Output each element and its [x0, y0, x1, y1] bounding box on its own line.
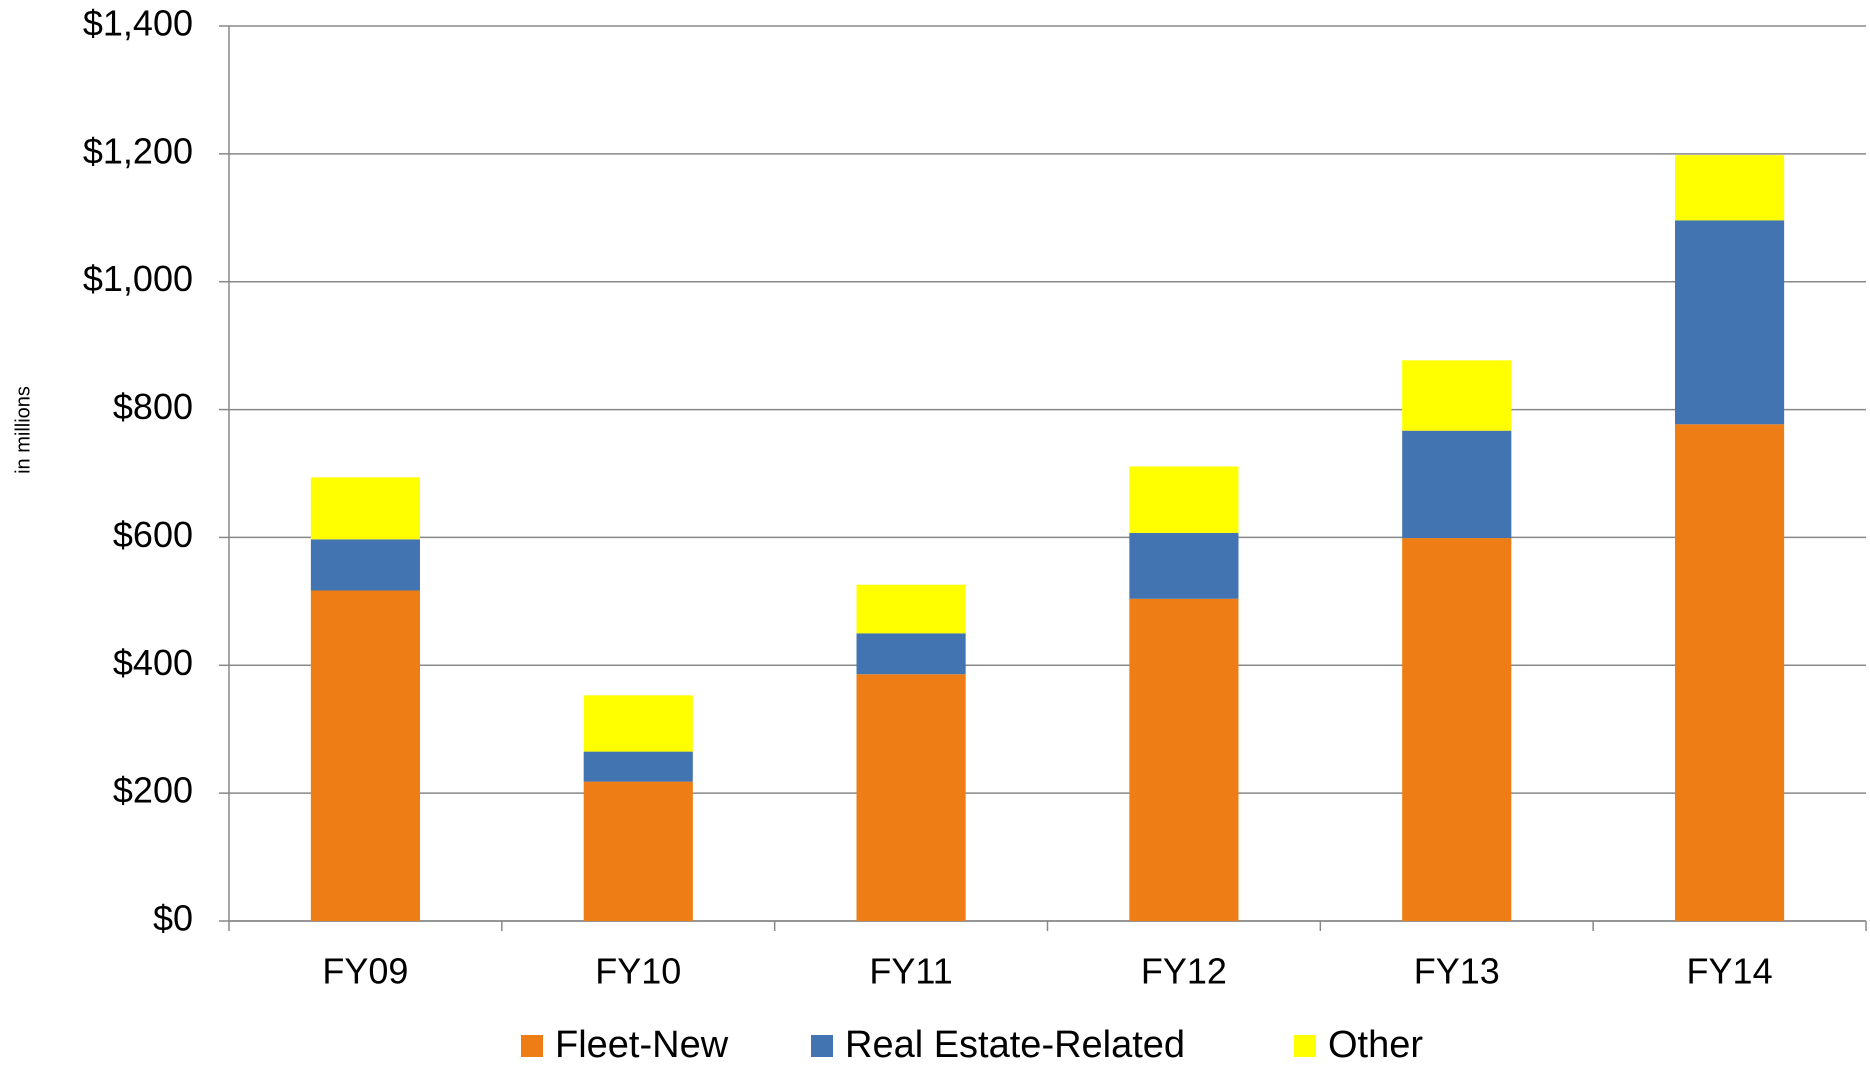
- y-tick-label: $1,000: [83, 258, 193, 299]
- bar-segment: [1129, 466, 1239, 533]
- bar-segment: [1129, 598, 1239, 921]
- bar-segment: [583, 751, 693, 782]
- legend-label: Real Estate-Related: [845, 1024, 1185, 1066]
- bar-segment: [310, 477, 420, 540]
- x-tick-label: FY09: [322, 951, 408, 992]
- x-tick-label: FY12: [1141, 951, 1227, 992]
- bar-segment: [1675, 220, 1785, 425]
- y-tick-label: $600: [113, 514, 193, 555]
- x-tick-label: FY14: [1687, 951, 1773, 992]
- bar-segment: [856, 633, 966, 675]
- bar-segment: [310, 539, 420, 591]
- y-tick-label: $1,400: [83, 3, 193, 44]
- legend-label: Other: [1328, 1024, 1423, 1066]
- y-tick-label: $1,200: [83, 130, 193, 171]
- legend-swatch: [811, 1035, 833, 1057]
- bar-segment: [1675, 424, 1785, 921]
- bar-segment: [1675, 155, 1785, 221]
- y-tick-label: $200: [113, 770, 193, 811]
- y-axis-label: in millions: [12, 386, 34, 474]
- bar-segment: [583, 781, 693, 921]
- legend-swatch: [1294, 1035, 1316, 1057]
- bar-segment: [1402, 360, 1512, 431]
- y-tick-label: $800: [113, 386, 193, 427]
- bar-segment: [583, 695, 693, 752]
- y-tick-label: $400: [113, 642, 193, 683]
- bar-segment: [856, 584, 966, 634]
- bar-segment: [310, 590, 420, 921]
- x-tick-label: FY10: [595, 951, 681, 992]
- y-tick-label: $0: [153, 898, 193, 939]
- x-tick-label: FY13: [1414, 951, 1500, 992]
- bar-segment: [1402, 538, 1512, 921]
- legend-label: Fleet-New: [555, 1024, 729, 1066]
- bar-segment: [1129, 532, 1239, 599]
- x-tick-label: FY11: [869, 951, 952, 992]
- bar-segment: [1402, 430, 1512, 539]
- bar-segment: [856, 674, 966, 921]
- legend-swatch: [521, 1035, 543, 1057]
